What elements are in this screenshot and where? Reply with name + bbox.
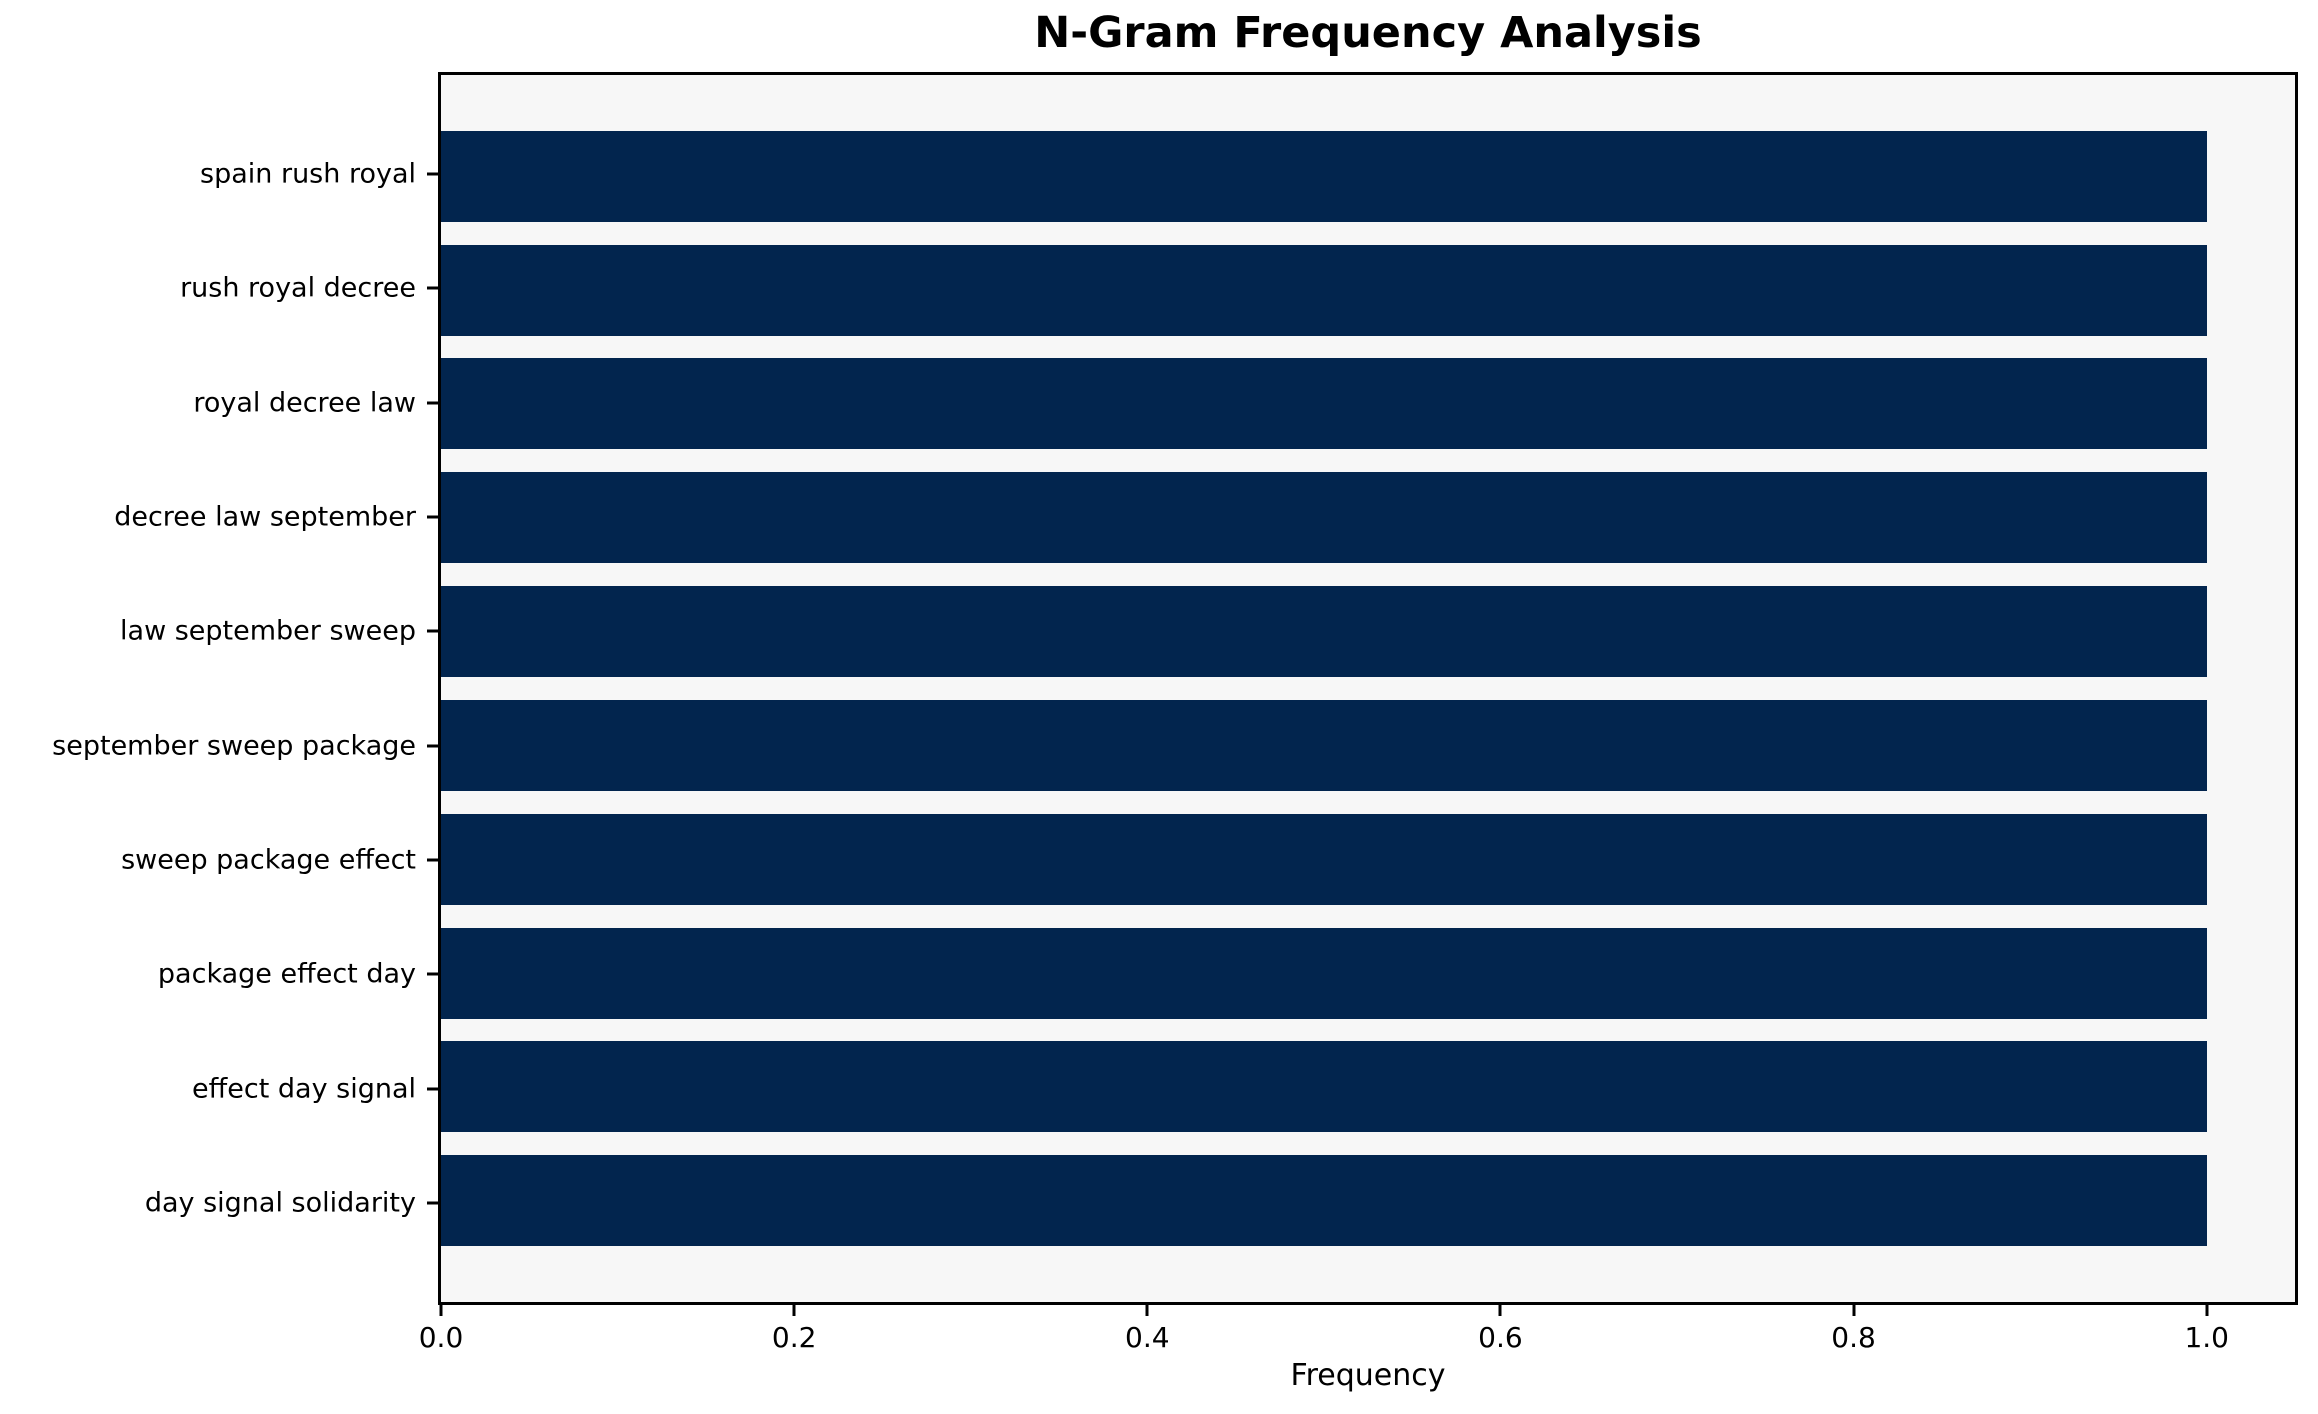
bar (441, 927, 2207, 1019)
x-tick-mark (792, 1305, 796, 1316)
bar (441, 244, 2207, 336)
x-tick-mark (1498, 1305, 1502, 1316)
bar (441, 358, 2207, 450)
y-tick-mark (427, 858, 438, 862)
x-tick-mark (1145, 1305, 1149, 1316)
y-axis: spain rush royal rush royal decree royal d… (0, 72, 438, 1305)
y-tick-label: rush royal decree (180, 272, 416, 304)
x-tick-label: 0.4 (1125, 1321, 1170, 1354)
x-tick-mark (1852, 1305, 1856, 1316)
bar (441, 586, 2207, 678)
y-tick-mark (427, 515, 438, 519)
y-tick-mark (427, 172, 438, 176)
x-axis: 0.0 0.2 0.4 0.6 0.8 1.0 (419, 1305, 2295, 1405)
chart-title: N-Gram Frequency Analysis (1034, 8, 1702, 58)
plot-area (438, 72, 2298, 1305)
x-tick-mark (439, 1305, 443, 1316)
x-axis-title: Frequency (1290, 1358, 1446, 1393)
y-tick-mark (427, 744, 438, 748)
y-tick-mark (427, 1087, 438, 1091)
x-tick-label: 0.2 (771, 1321, 817, 1354)
bar (441, 1041, 2207, 1133)
bar (441, 472, 2207, 564)
x-tick-label: 0.8 (1831, 1321, 1876, 1354)
y-tick-mark (427, 972, 438, 976)
x-tick-mark (2205, 1305, 2209, 1316)
bar (441, 699, 2207, 791)
y-tick-label: law september sweep (120, 615, 416, 647)
x-tick-label: 0.6 (1478, 1321, 1523, 1354)
y-tick-label: day signal solidarity (144, 1187, 416, 1219)
y-tick-label: decree law september (114, 501, 416, 533)
x-tick-label: 0.0 (418, 1321, 464, 1354)
y-tick-label: september sweep package (52, 730, 416, 762)
bar (441, 1155, 2207, 1247)
y-tick-label: package effect day (157, 958, 416, 990)
y-tick-mark (427, 286, 438, 290)
y-tick-label: sweep package effect (121, 844, 416, 876)
y-tick-label: royal decree law (193, 387, 416, 419)
y-tick-mark (427, 629, 438, 633)
bar (441, 813, 2207, 905)
y-tick-mark (427, 401, 438, 405)
x-tick-label: 1.0 (2184, 1321, 2229, 1354)
y-tick-mark (427, 1201, 438, 1205)
y-tick-label: effect day signal (192, 1073, 416, 1105)
bar (441, 130, 2207, 222)
y-tick-label: spain rush royal (200, 158, 416, 190)
